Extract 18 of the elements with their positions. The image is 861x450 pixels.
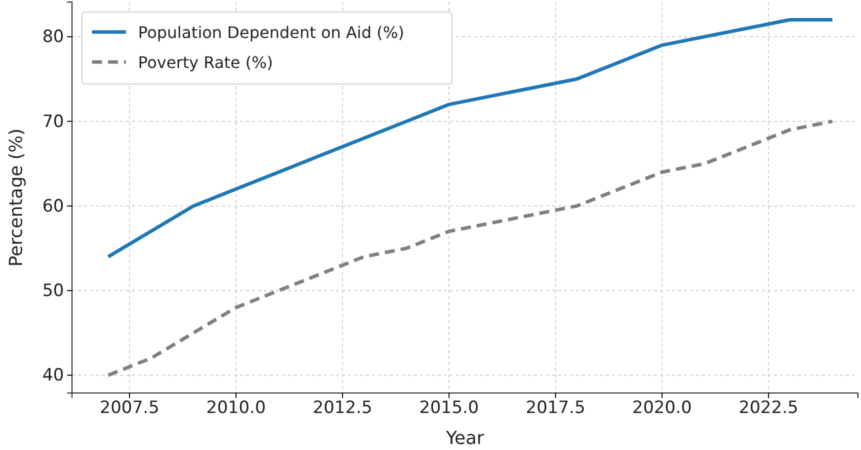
- y-tick-label: 80: [42, 27, 64, 48]
- x-tick-label: 2017.5: [526, 398, 586, 418]
- y-tick-label: 40: [42, 366, 64, 386]
- y-tick-label: 50: [42, 281, 64, 302]
- legend-label: Poverty Rate (%): [138, 53, 274, 72]
- y-tick-label: 60: [42, 196, 64, 216]
- x-tick-label: 2022.5: [738, 398, 798, 418]
- y-axis-title: Percentage (%): [6, 128, 27, 267]
- x-axis-title: Year: [444, 428, 485, 449]
- y-tick-label: 70: [42, 112, 64, 132]
- x-tick-label: 2010.0: [206, 398, 266, 418]
- line-series: [106, 18, 834, 258]
- x-tick-label: 2020.0: [632, 398, 692, 418]
- line-series: [106, 120, 834, 377]
- x-tick-label: 2012.5: [312, 398, 372, 418]
- legend-label: Population Dependent on Aid (%): [138, 23, 404, 42]
- x-tick-label: 2007.5: [100, 398, 160, 418]
- x-tick-label: 2015.0: [419, 398, 479, 418]
